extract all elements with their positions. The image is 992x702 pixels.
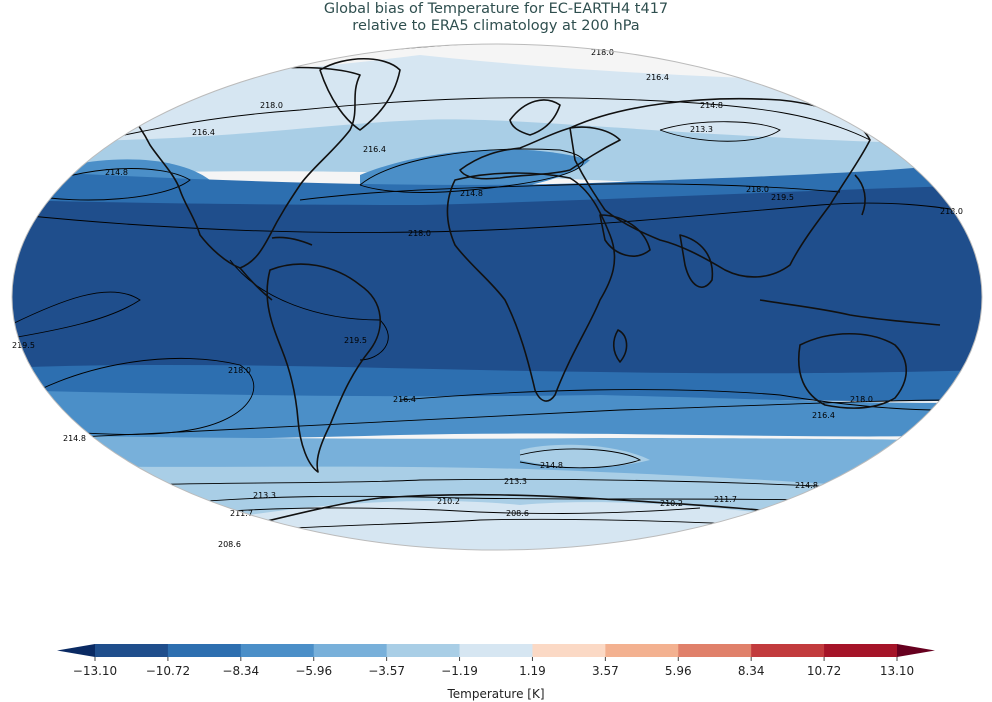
contour-label: 214.8 [105,168,128,177]
contour-label: 218.0 [228,366,251,375]
contour-label: 213.3 [253,491,276,500]
contour-label: 214.8 [63,434,86,443]
map-panel: 218.0 216.4 218.0 214.8 213.3 216.4 216.… [11,43,983,551]
contour-label: 213.3 [690,125,713,134]
contour-label: 218.0 [940,207,963,216]
colorbar-extend-over [897,644,935,657]
contour-label: 213.3 [504,477,527,486]
contour-label: 219.5 [12,341,35,350]
contour-label: 219.5 [344,336,367,345]
colorbar-block [95,644,169,657]
contour-label: 216.4 [192,128,215,137]
contour-label: 208.6 [218,540,241,549]
colorbar-tick-label: 8.34 [738,664,765,678]
contour-label: 218.0 [408,229,431,238]
colorbar-tick-label: 10.72 [807,664,841,678]
colorbar-tick-label: −13.10 [73,664,117,678]
coastlines [119,57,946,550]
colorbar-block [167,644,242,657]
contour-label: 214.8 [795,481,818,490]
map-title-line1: Global bias of Temperature for EC-EARTH4… [323,1,669,17]
contour-label: 214.8 [540,461,563,470]
colorbar-block [824,644,898,657]
colorbar-blocks [57,644,935,657]
colorbar-tick-label: 3.57 [592,664,619,678]
colorbar-tick-label: −5.96 [295,664,332,678]
colorbar-block [678,644,752,657]
contour-label: 214.8 [700,101,723,110]
colorbar-extend-under [57,644,95,657]
colorbar-block [751,644,825,657]
contour-label: 216.4 [393,395,416,404]
contour-label: 218.0 [746,185,769,194]
contour-label: 211.7 [714,495,737,504]
colorbar-tick-label: −8.34 [222,664,259,678]
temperature-contours [12,44,981,536]
contour-label: 218.0 [591,48,614,57]
colorbar: −13.10 −10.72 −8.34 −5.96 −3.57 −1.19 1.19 3.57… [57,644,935,701]
bias-field [12,55,982,550]
contour-label: 216.4 [812,411,835,420]
contour-label: 208.6 [506,509,529,518]
contour-label: 210.2 [437,497,460,506]
colorbar-block [240,644,315,657]
colorbar-block [532,644,606,657]
colorbar-tick-label: 5.96 [665,664,692,678]
contour-label: 214.8 [460,189,483,198]
colorbar-block [605,644,679,657]
contour-label: 216.4 [646,73,669,82]
colorbar-tick-label: −10.72 [146,664,190,678]
globe-outline [11,43,983,551]
contour-label: 219.5 [771,193,794,202]
contour-label: 218.0 [260,101,283,110]
colorbar-block [386,644,461,657]
colorbar-tick-label: −3.57 [368,664,405,678]
map-title-line2: relative to ERA5 climatology at 200 hPa [352,18,640,34]
contour-label: 218.0 [850,395,873,404]
colorbar-tick-label: 1.19 [519,664,546,678]
colorbar-tick-label: −1.19 [441,664,478,678]
contour-label: 211.7 [230,509,253,518]
colorbar-ticks: −13.10 −10.72 −8.34 −5.96 −3.57 −1.19 1.19 3.57… [73,657,914,678]
colorbar-block [313,644,388,657]
colorbar-block [459,644,533,657]
colorbar-label: Temperature [K] [446,687,544,701]
contour-label: 216.4 [363,145,386,154]
colorbar-tick-label: 13.10 [880,664,914,678]
